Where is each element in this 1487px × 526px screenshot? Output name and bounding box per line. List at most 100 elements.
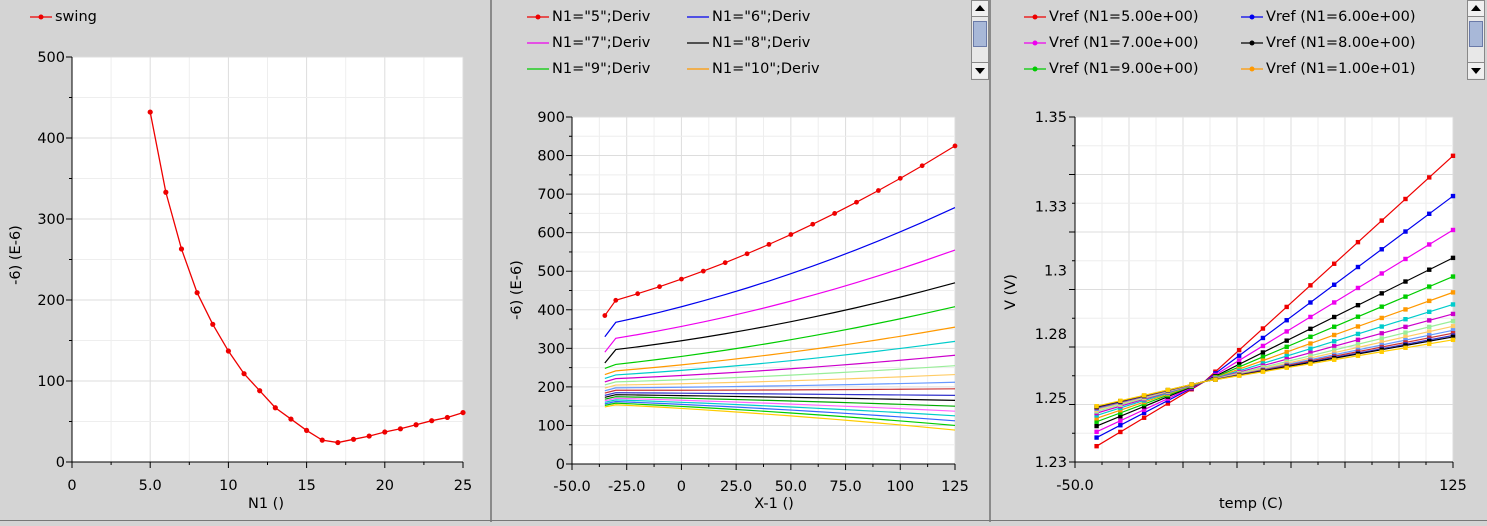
y-tick-label: 800 <box>537 149 565 165</box>
scroll-down-button[interactable] <box>1468 62 1484 78</box>
data-point <box>1355 239 1361 245</box>
data-point <box>1427 211 1432 216</box>
legend-entry: Vref (N1=8.00e+00) <box>1241 35 1416 51</box>
data-point <box>1403 316 1408 322</box>
data-point <box>1355 314 1361 319</box>
series-line <box>604 354 956 383</box>
y-tick-label: 1.35 <box>1035 110 1067 126</box>
data-point <box>1403 345 1408 350</box>
data-point <box>350 436 357 442</box>
data-point <box>257 388 263 394</box>
data-point <box>1308 350 1313 355</box>
legend-swatch <box>687 68 709 70</box>
series-line <box>604 402 956 427</box>
x-tick-label: 0 <box>677 479 686 495</box>
data-point <box>657 284 662 290</box>
scroll-up-button[interactable] <box>972 1 988 17</box>
x-tick-label: 50.0 <box>775 479 807 495</box>
data-point <box>1236 353 1242 358</box>
data-point <box>163 189 169 195</box>
legend-entry: Vref (N1=5.00e+00) <box>1024 9 1199 25</box>
y-axis-label: -6) (E-6) <box>8 225 24 285</box>
y-axis-label: V (V) <box>1003 274 1019 310</box>
legend-right: Vref (N1=5.00e+00) Vref (N1=6.00e+00) Vr… <box>991 0 1461 90</box>
legend-label: Vref (N1=6.00e+00) <box>1266 9 1416 25</box>
data-point <box>444 414 450 421</box>
legend-label: N1="10";Deriv <box>712 61 820 77</box>
data-point <box>1118 398 1123 403</box>
data-point <box>194 290 200 296</box>
data-point <box>1284 349 1289 355</box>
data-point <box>1379 331 1384 336</box>
data-point <box>1379 218 1384 223</box>
chart-left-svg[interactable]: 0 5.0 10 15 20 25 0 100 200 300 400 500 N1 () -6) (E-… <box>0 0 490 520</box>
data-point <box>1260 335 1266 341</box>
x-tick-label: 20 <box>376 478 394 494</box>
data-point <box>1403 229 1408 234</box>
data-point <box>897 175 903 181</box>
panel-divider[interactable] <box>490 0 492 522</box>
data-point <box>1450 302 1456 307</box>
data-point <box>876 188 881 193</box>
data-point <box>1213 377 1218 382</box>
data-point <box>147 109 153 115</box>
data-point <box>319 437 325 443</box>
series-line <box>604 326 956 376</box>
data-point <box>429 418 435 424</box>
bottom-border <box>0 520 1487 521</box>
chart-panel-middle: N1="5";Deriv N1="6";Deriv N1="7";Deriv N… <box>492 0 989 520</box>
legend-entry: Vref (N1=1.00e+01) <box>1241 61 1416 77</box>
legend-left: swing <box>0 0 490 100</box>
data-point <box>1332 282 1337 287</box>
chart-middle-svg[interactable]: -50.0 -25.0 0 25.0 50.0 75.0 100 125 0 100 200 300 4… <box>492 0 989 520</box>
y-tick-label: 300 <box>537 341 565 357</box>
chart-right-svg[interactable]: -50.0 125 1.23 1.25 1.28 1.3 1.33 1.35 temp (C) V… <box>991 0 1487 520</box>
panel-divider[interactable] <box>989 0 991 522</box>
data-point <box>1118 408 1123 413</box>
data-point <box>744 251 750 257</box>
data-point <box>1427 339 1432 344</box>
data-point <box>1094 404 1099 409</box>
x-tick-label: 25.0 <box>720 479 752 495</box>
x-tick-label: 125 <box>941 479 969 495</box>
legend-scrollbar[interactable] <box>971 0 989 80</box>
scroll-thumb[interactable] <box>1469 21 1483 47</box>
data-point <box>1141 404 1147 409</box>
x-axis-label: X-1 () <box>754 496 794 512</box>
legend-entry: Vref (N1=6.00e+00) <box>1241 9 1416 25</box>
data-point <box>1141 415 1147 420</box>
series-line <box>604 306 956 369</box>
data-point <box>700 268 706 274</box>
scroll-up-button[interactable] <box>1468 1 1484 17</box>
y-tick-label: 100 <box>537 418 565 434</box>
data-point <box>382 429 388 435</box>
legend-swatch <box>1024 66 1046 72</box>
data-point <box>1260 358 1266 363</box>
scroll-down-button[interactable] <box>972 62 988 78</box>
data-point <box>1094 435 1099 440</box>
data-point <box>1450 318 1456 324</box>
data-point <box>272 405 278 411</box>
arrow-down-icon <box>1471 68 1481 74</box>
data-point <box>1308 361 1313 366</box>
data-point <box>1403 279 1408 284</box>
legend-label: Vref (N1=8.00e+00) <box>1266 35 1416 51</box>
scroll-thumb[interactable] <box>973 21 987 47</box>
data-point <box>1094 413 1099 418</box>
series-line <box>604 394 956 401</box>
data-point <box>1260 350 1266 355</box>
legend-swatch <box>1241 14 1263 20</box>
y-tick-label: 100 <box>37 374 65 390</box>
x-tick-label: -50.0 <box>553 479 591 495</box>
legend-label: Vref (N1=1.00e+01) <box>1266 61 1416 77</box>
data-point <box>1427 298 1432 304</box>
y-axis-label: -6) (E-6) <box>509 260 525 320</box>
y-tick-label: 400 <box>537 303 565 319</box>
y-tick-label: 1.28 <box>1035 327 1067 343</box>
series-line <box>604 373 956 389</box>
legend-scrollbar[interactable] <box>1467 0 1485 80</box>
legend-swatch <box>1024 14 1046 20</box>
data-point <box>1403 330 1408 335</box>
data-point <box>1118 414 1123 419</box>
series-line <box>604 397 956 412</box>
